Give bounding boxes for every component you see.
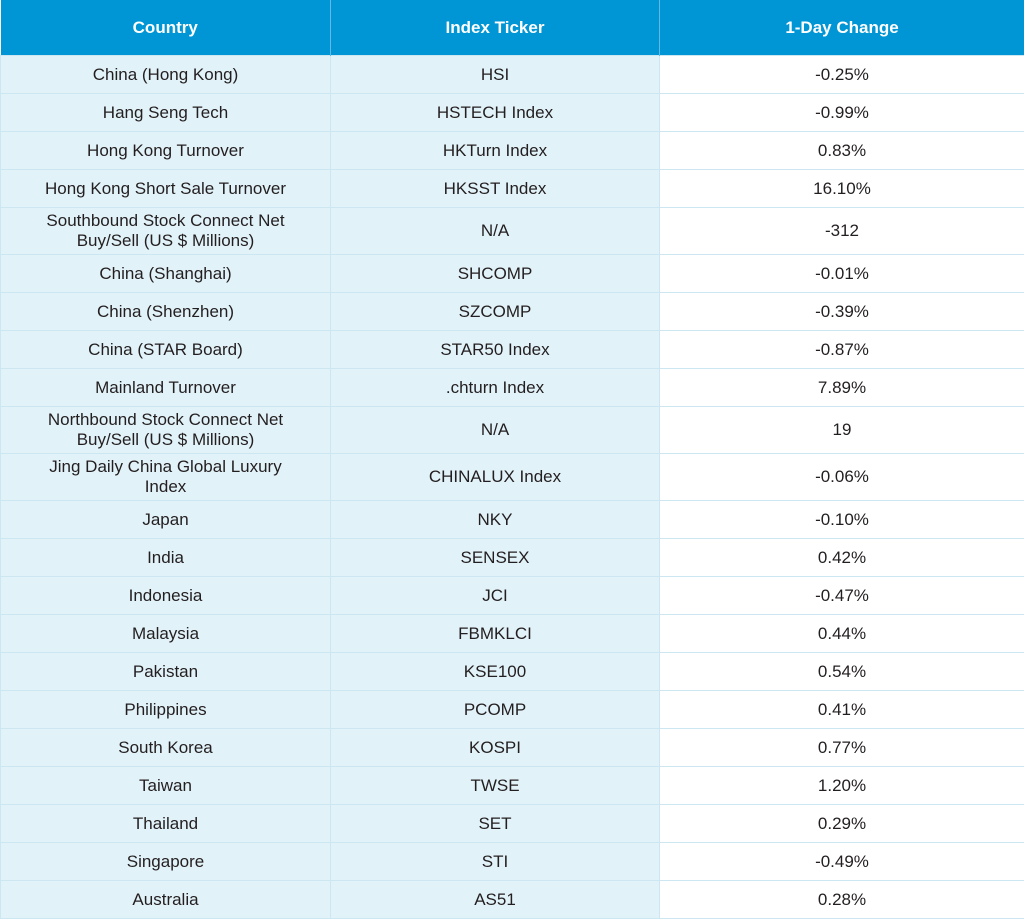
table-cell: KOSPI (331, 729, 660, 767)
table-cell: STAR50 Index (331, 331, 660, 369)
table-cell: JCI (331, 577, 660, 615)
table-cell: STI (331, 843, 660, 881)
table-cell: 0.77% (660, 729, 1024, 767)
table-cell: HKSST Index (331, 170, 660, 208)
table-cell: Singapore (1, 843, 331, 881)
table-cell: Hong Kong Short Sale Turnover (1, 170, 331, 208)
table-cell: AS51 (331, 881, 660, 919)
table-cell: 0.54% (660, 653, 1024, 691)
table-cell: Thailand (1, 805, 331, 843)
table-cell: Indonesia (1, 577, 331, 615)
table-cell: Pakistan (1, 653, 331, 691)
table-row: Southbound Stock Connect Net Buy/Sell (U… (1, 208, 1024, 255)
table-cell: Northbound Stock Connect Net Buy/Sell (U… (1, 407, 331, 454)
table-cell: Hong Kong Turnover (1, 132, 331, 170)
table-cell: -0.47% (660, 577, 1024, 615)
table-cell: HSI (331, 56, 660, 94)
table-cell: N/A (331, 208, 660, 255)
table-cell: SENSEX (331, 539, 660, 577)
table-cell: -0.49% (660, 843, 1024, 881)
table-cell: Taiwan (1, 767, 331, 805)
table-cell: PCOMP (331, 691, 660, 729)
table-cell: -0.10% (660, 501, 1024, 539)
table-cell: SHCOMP (331, 255, 660, 293)
table-cell: Japan (1, 501, 331, 539)
column-header: Country (1, 0, 331, 56)
table-cell: Southbound Stock Connect Net Buy/Sell (U… (1, 208, 331, 255)
table-cell: China (STAR Board) (1, 331, 331, 369)
table-cell: -312 (660, 208, 1024, 255)
table-cell: 0.44% (660, 615, 1024, 653)
table-row: China (Hong Kong)HSI-0.25% (1, 56, 1024, 94)
table-cell: .chturn Index (331, 369, 660, 407)
table-cell: China (Shenzhen) (1, 293, 331, 331)
table-cell: HKTurn Index (331, 132, 660, 170)
table-cell: FBMKLCI (331, 615, 660, 653)
table-cell: South Korea (1, 729, 331, 767)
table-cell: -0.99% (660, 94, 1024, 132)
table-row: China (Shanghai)SHCOMP-0.01% (1, 255, 1024, 293)
table-cell: China (Hong Kong) (1, 56, 331, 94)
table-cell: Malaysia (1, 615, 331, 653)
table-cell: NKY (331, 501, 660, 539)
table-cell: CHINALUX Index (331, 454, 660, 501)
column-header: 1-Day Change (660, 0, 1024, 56)
table-cell: India (1, 539, 331, 577)
table-cell: 0.29% (660, 805, 1024, 843)
table-cell: 0.41% (660, 691, 1024, 729)
table-cell: Philippines (1, 691, 331, 729)
table-cell: -0.01% (660, 255, 1024, 293)
table-cell: 1.20% (660, 767, 1024, 805)
table-cell: SZCOMP (331, 293, 660, 331)
table-cell: 0.42% (660, 539, 1024, 577)
table-cell: -0.87% (660, 331, 1024, 369)
table-cell: -0.25% (660, 56, 1024, 94)
table-row: Northbound Stock Connect Net Buy/Sell (U… (1, 407, 1024, 454)
column-header: Index Ticker (331, 0, 660, 56)
table-cell: 7.89% (660, 369, 1024, 407)
table-cell: -0.06% (660, 454, 1024, 501)
table-cell: 19 (660, 407, 1024, 454)
table-cell: 0.28% (660, 881, 1024, 919)
table-cell: Jing Daily China Global Luxury Index (1, 454, 331, 501)
table-cell: HSTECH Index (331, 94, 660, 132)
table-cell: Mainland Turnover (1, 369, 331, 407)
table-cell: 16.10% (660, 170, 1024, 208)
table-cell: SET (331, 805, 660, 843)
table-cell: -0.39% (660, 293, 1024, 331)
table-cell: N/A (331, 407, 660, 454)
table-cell: TWSE (331, 767, 660, 805)
table-cell: 0.83% (660, 132, 1024, 170)
table-row: China (STAR Board)STAR50 Index-0.87% (1, 331, 1024, 369)
table-cell: KSE100 (331, 653, 660, 691)
table-body: China (Hong Kong)HSI-0.25%Hang Seng Tech… (1, 56, 1024, 919)
table-cell: China (Shanghai) (1, 255, 331, 293)
table-cell: Hang Seng Tech (1, 94, 331, 132)
table-cell: Australia (1, 881, 331, 919)
table-row: China (Shenzhen)SZCOMP-0.39% (1, 293, 1024, 331)
